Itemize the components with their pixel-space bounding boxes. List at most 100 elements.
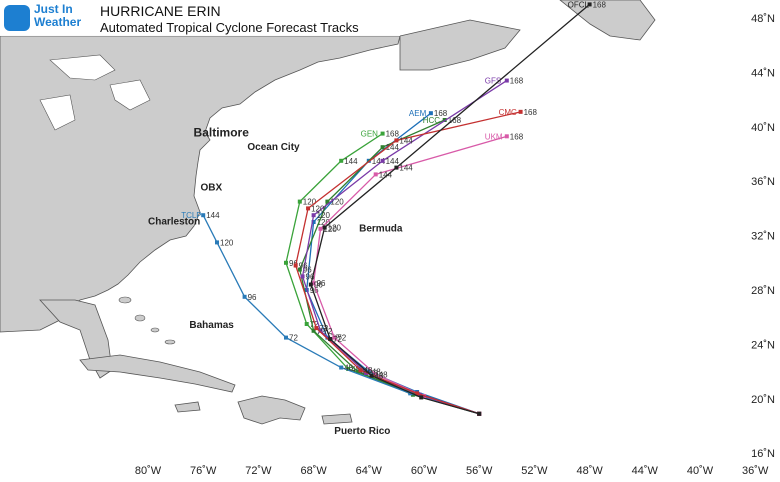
lat-label: 24˚N [751, 339, 775, 351]
lon-label: 52˚W [521, 465, 548, 477]
great-lakes [39, 54, 151, 131]
hour-label: 168 [386, 130, 400, 139]
lon-label: 60˚W [411, 465, 438, 477]
lon-label: 72˚W [245, 465, 272, 477]
hour-label: 120 [303, 198, 317, 207]
model-label: TCLP [181, 211, 201, 220]
place-label: Baltimore [194, 125, 250, 139]
logo-top: Just In [34, 2, 73, 16]
track-point [380, 158, 385, 163]
track-point [394, 165, 399, 170]
hour-label: 168 [434, 109, 448, 118]
header: Just In Weather HURRICANE ERIN Automated… [0, 0, 400, 36]
model-label: GFS [485, 77, 501, 86]
track-point [504, 134, 509, 139]
track-point [518, 109, 523, 114]
track-point [304, 322, 309, 326]
hour-label: 96 [289, 259, 298, 268]
hour-label: 96 [317, 279, 326, 288]
track-point [284, 260, 288, 265]
place-label: Bahamas [189, 320, 234, 331]
place-label: OBX [200, 183, 222, 194]
lon-label: 76˚W [190, 465, 217, 477]
land-hispaniola [237, 395, 306, 425]
hour-label: 144 [344, 157, 358, 166]
hour-label: 144 [379, 170, 393, 179]
hour-label: 48 [375, 372, 384, 381]
land-bahamas [118, 296, 176, 345]
lon-label: 44˚W [632, 465, 659, 477]
track-point [308, 282, 313, 287]
lat-label: 32˚N [751, 231, 775, 243]
track-point [284, 335, 288, 340]
model-label: AEM [409, 109, 427, 118]
lon-label: 40˚W [687, 465, 714, 477]
track-point [358, 368, 363, 373]
hour-label: 168 [593, 0, 607, 9]
track-point [201, 213, 206, 218]
lon-label: 64˚W [356, 465, 383, 477]
hour-label: 48 [344, 364, 353, 373]
forecast-tracks: 487296120144168AEM487296120144168GEN4872… [181, 0, 607, 416]
track-point [408, 391, 413, 396]
hour-label: 72 [289, 334, 298, 343]
hour-label: 168 [448, 116, 462, 125]
hour-label: 120 [330, 198, 344, 207]
lat-label: 36˚N [751, 176, 775, 188]
hour-label: 72 [333, 335, 342, 344]
model-label: HCC [423, 116, 441, 125]
hour-label: 120 [317, 211, 331, 220]
track-point [419, 395, 424, 400]
hour-label: 144 [386, 157, 400, 166]
track-point [322, 225, 327, 230]
hour-label: 120 [317, 218, 331, 227]
lat-label: 28˚N [751, 285, 775, 297]
track-point [339, 365, 344, 370]
hour-label: 144 [372, 157, 386, 166]
hour-label: 96 [314, 281, 323, 290]
track-point [215, 240, 219, 245]
hour-label: 144 [386, 143, 400, 152]
track-point [311, 220, 316, 224]
track-point [355, 369, 360, 374]
lon-label: 56˚W [466, 465, 493, 477]
hour-label: 144 [399, 164, 413, 173]
model-label: CMC [499, 108, 517, 117]
place-label: Charleston [148, 217, 200, 228]
place-label: Ocean City [247, 142, 300, 153]
track-point [369, 373, 374, 378]
land-jamaica [174, 401, 201, 413]
lon-label: 68˚W [300, 465, 327, 477]
lat-label: 20˚N [751, 394, 775, 406]
hour-label: 96 [310, 286, 319, 295]
track-line [294, 111, 521, 415]
hour-label: 120 [220, 238, 234, 247]
hour-label: 120 [328, 223, 342, 232]
place-labels: Baltimore Ocean City OBX Charleston Bermuda B… [148, 125, 403, 437]
track-point [300, 274, 305, 279]
track-point [328, 336, 333, 341]
track-point [297, 199, 302, 204]
track-point [242, 294, 247, 299]
track-point [339, 158, 344, 163]
logo-bottom: Weather [34, 15, 82, 29]
model-label: OFCL [568, 0, 590, 9]
track-point [325, 199, 330, 204]
lon-label: 80˚W [135, 465, 162, 477]
hour-label: 96 [299, 262, 308, 271]
lon-label: 48˚W [576, 465, 603, 477]
lon-label: 36˚W [742, 465, 769, 477]
model-label: GEN [361, 130, 379, 139]
hour-label: 96 [248, 293, 257, 302]
logo-text: Just In Weather [34, 3, 81, 29]
hour-label: 96 [306, 272, 315, 281]
hour-label: 144 [399, 136, 413, 145]
track-point [373, 372, 378, 377]
track-point [415, 391, 420, 396]
track-point [587, 2, 592, 7]
track-point [311, 328, 316, 333]
track-point [314, 326, 319, 331]
land-nova-scotia [399, 19, 521, 71]
land-north-america [0, 35, 401, 333]
